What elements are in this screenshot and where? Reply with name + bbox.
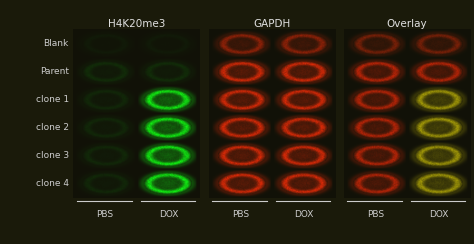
Text: clone 2: clone 2 bbox=[36, 123, 69, 132]
Text: DOX: DOX bbox=[429, 210, 448, 219]
Text: DOX: DOX bbox=[159, 210, 178, 219]
Text: clone 3: clone 3 bbox=[36, 151, 69, 160]
Text: DOX: DOX bbox=[294, 210, 313, 219]
Text: Blank: Blank bbox=[44, 39, 69, 48]
Text: clone 1: clone 1 bbox=[36, 95, 69, 104]
Title: H4K20me3: H4K20me3 bbox=[108, 19, 165, 29]
Text: Parent: Parent bbox=[40, 67, 69, 76]
Text: PBS: PBS bbox=[97, 210, 114, 219]
Text: PBS: PBS bbox=[367, 210, 384, 219]
Text: PBS: PBS bbox=[232, 210, 249, 219]
Title: GAPDH: GAPDH bbox=[253, 19, 291, 29]
Title: Overlay: Overlay bbox=[387, 19, 427, 29]
Text: clone 4: clone 4 bbox=[36, 179, 69, 188]
